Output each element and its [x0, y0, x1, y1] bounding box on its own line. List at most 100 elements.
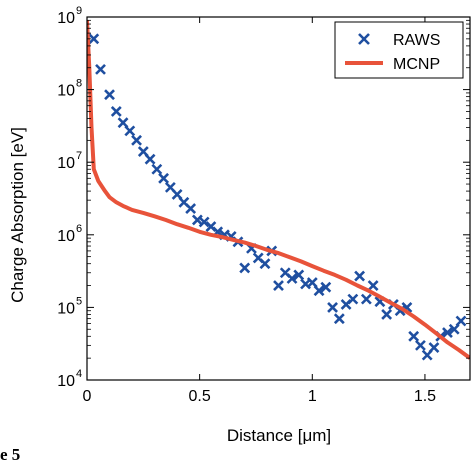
x-marker-stroke-b — [205, 221, 217, 232]
legend-item-mcnp: MCNP — [345, 56, 440, 73]
x-marker-stroke-b — [408, 330, 420, 342]
y-tick-label-5: 10 — [57, 10, 75, 27]
y-tick-base: 10 — [57, 155, 75, 172]
x-marker-stroke-b — [300, 278, 311, 290]
data-point-raws-39 — [354, 270, 366, 282]
x-marker-stroke-b — [151, 163, 163, 175]
data-point-raws-2 — [104, 89, 115, 101]
data-point-raws-41 — [367, 280, 379, 291]
x-marker-stroke-b — [164, 181, 176, 193]
data-point-raws-5 — [124, 125, 136, 137]
x-marker-stroke-b — [428, 342, 440, 353]
x-marker-stroke-b — [448, 323, 460, 335]
y-tick-label-1: 10 — [57, 300, 75, 317]
x-marker-stroke-b — [144, 153, 156, 165]
x-marker-stroke-b — [381, 309, 393, 320]
legend-label-mcnp: MCNP — [393, 56, 440, 73]
x-marker-stroke-b — [313, 285, 325, 297]
data-point-raws-48 — [415, 339, 426, 351]
legend-label-raws: RAWS — [393, 32, 440, 49]
y-tick-exponent-3: 7 — [76, 150, 82, 162]
data-point-raws-0 — [88, 33, 100, 45]
x-marker-stroke-b — [198, 216, 210, 228]
x-tick-label-3: 1.5 — [414, 388, 436, 405]
data-point-raws-29 — [286, 273, 298, 284]
data-point-raws-52 — [442, 327, 453, 338]
y-axis-label: Charge Absorption [eV] — [8, 127, 27, 303]
legend: RAWS MCNP — [334, 21, 464, 79]
y-tick-base: 10 — [57, 300, 75, 317]
x-marker-stroke-b — [320, 281, 332, 293]
x-marker-stroke-b — [347, 293, 359, 305]
y-tick-base: 10 — [57, 373, 75, 390]
data-point-raws-40 — [360, 293, 372, 305]
data-point-raws-50 — [428, 342, 440, 353]
x-marker-stroke-b — [178, 196, 190, 208]
plot-marks — [87, 20, 470, 361]
data-point-raws-1 — [95, 63, 106, 75]
data-point-raws-33 — [313, 285, 325, 297]
x-marker-stroke-b — [333, 313, 345, 325]
legend-box — [334, 21, 464, 79]
data-point-raws-16 — [198, 216, 210, 228]
data-point-raws-22 — [239, 262, 251, 274]
x-marker-stroke-b — [293, 269, 305, 281]
y-tick-exponent-4: 8 — [76, 78, 82, 90]
data-point-raws-25 — [259, 258, 271, 270]
y-tick-exponent-0: 4 — [76, 368, 82, 380]
data-point-raws-9 — [151, 163, 163, 175]
data-point-raws-54 — [455, 315, 467, 327]
y-tick-exponent-5: 9 — [76, 5, 82, 17]
x-marker-stroke-b — [239, 262, 251, 274]
x-marker-stroke-b — [367, 280, 379, 291]
x-tick-label-1: 0.5 — [189, 388, 211, 405]
x-marker-stroke-b — [104, 89, 115, 101]
data-point-raws-36 — [333, 313, 345, 325]
data-point-raws-43 — [381, 309, 393, 320]
x-marker-stroke-b — [259, 258, 271, 270]
x-marker-stroke-b — [88, 33, 100, 45]
x-marker-stroke-b — [137, 146, 149, 158]
legend-item-raws: RAWS — [358, 32, 440, 49]
x-marker-stroke-b — [415, 339, 426, 351]
x-marker-stroke-b — [360, 293, 372, 305]
legend-x-marker-b — [358, 33, 370, 45]
x-marker-stroke-b — [124, 125, 136, 137]
x-marker-stroke-b — [279, 267, 291, 279]
y-tick-label-4: 10 — [57, 83, 75, 100]
x-marker-stroke-b — [171, 188, 183, 200]
y-tick-label-2: 10 — [57, 228, 75, 245]
x-axis-label: Distance [μm] — [227, 426, 331, 445]
x-tick-label-0: 0 — [83, 388, 92, 405]
x-tick-label-2: 1 — [308, 388, 317, 405]
data-point-raws-3 — [110, 106, 122, 117]
data-point-raws-47 — [408, 330, 420, 342]
data-point-raws-10 — [158, 172, 170, 184]
data-point-raws-27 — [273, 280, 284, 291]
x-marker-stroke-b — [273, 280, 284, 291]
plot-frame — [86, 16, 471, 381]
x-marker-stroke-b — [131, 134, 142, 146]
series-line-mcnp — [87, 20, 470, 360]
x-marker-stroke-b — [95, 63, 106, 75]
x-marker-stroke-b — [306, 277, 318, 288]
y-tick-base: 10 — [57, 83, 75, 100]
x-marker-stroke-b — [158, 172, 170, 184]
x-marker-stroke-b — [442, 327, 453, 338]
figure-caption: e 5 — [0, 445, 21, 464]
y-tick-exponent-1: 5 — [76, 295, 82, 307]
data-point-raws-8 — [144, 153, 156, 165]
y-tick-base: 10 — [57, 10, 75, 27]
data-point-raws-34 — [320, 281, 332, 293]
x-marker-stroke-b — [110, 106, 122, 117]
x-marker-stroke-b — [252, 252, 264, 264]
x-marker-stroke-b — [185, 203, 197, 214]
data-point-raws-53 — [448, 323, 460, 335]
x-marker-stroke-b — [455, 315, 467, 327]
data-point-raws-30 — [293, 269, 305, 281]
x-marker-stroke-b — [354, 270, 366, 282]
series-raws — [88, 33, 467, 361]
x-marker-stroke-b — [327, 301, 338, 313]
